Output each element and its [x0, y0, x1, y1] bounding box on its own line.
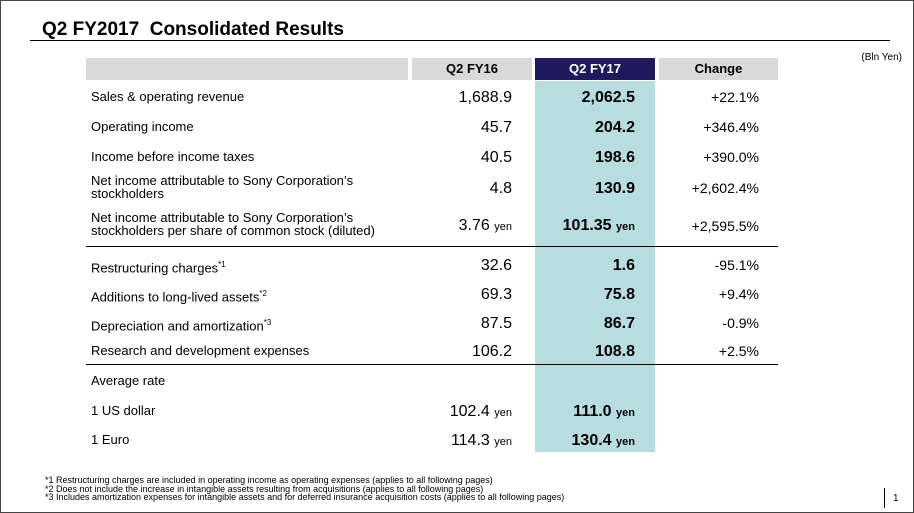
row-label: Income before income taxes — [91, 149, 255, 164]
value-change: +2,595.5% — [691, 218, 759, 234]
value-number: 114.3 — [450, 432, 490, 449]
row-label: Restructuring charges*1 — [91, 258, 226, 274]
value-number: 130.4 — [571, 432, 612, 449]
unit-yen: yen — [494, 221, 512, 233]
value-fy16: 114.3 yen — [451, 432, 512, 450]
row-label: 1 US dollar — [91, 403, 156, 418]
row-label: Depreciation and amortization*3 — [91, 316, 271, 332]
value-number: 111.0 — [573, 403, 612, 420]
row-label: Operating income — [91, 119, 194, 134]
value-fy17: 130.4 yen — [572, 432, 635, 450]
value-fy17: 130.9 — [594, 180, 635, 197]
value-fy17: 204.2 — [594, 119, 635, 136]
value-fy17: 111.0 yen — [573, 403, 635, 421]
unit-yen: yen — [616, 436, 635, 448]
value-change: +2,602.4% — [691, 180, 759, 196]
value-fy16: 4.8 — [489, 180, 512, 197]
footnotes: *1 Restructuring charges are included in… — [45, 476, 564, 502]
value-change: +9.4% — [718, 286, 759, 302]
row-label-line2: stockholders per share of common stock (… — [91, 223, 375, 238]
value-number: 101.35 — [562, 217, 612, 234]
value-fy16: 106.2 — [471, 343, 512, 360]
row-label-line1: Net income attributable to Sony Corporat… — [91, 210, 354, 225]
footnote-mark: *2 — [259, 289, 267, 298]
page-number-divider — [884, 488, 885, 508]
value-change: -0.9% — [722, 315, 759, 331]
value-fy17: 75.8 — [603, 286, 635, 303]
value-change: +2.5% — [718, 343, 759, 359]
footnote-mark: *3 — [263, 318, 272, 327]
value-fy17: 2,062.5 — [581, 89, 635, 106]
footnote-mark: *1 — [218, 260, 226, 269]
value-fy16: 102.4 yen — [450, 403, 512, 421]
value-change: +390.0% — [703, 149, 759, 165]
footnote: *2 Does not include the increase in inta… — [45, 483, 484, 494]
value-fy16: 3.76 yen — [459, 217, 512, 235]
fy17-column-highlight — [535, 81, 655, 452]
section-separator — [86, 364, 778, 365]
value-fy17: 101.35 yen — [563, 217, 635, 235]
value-change: +22.1% — [711, 89, 759, 105]
page-number: 1 — [893, 493, 899, 504]
unit-yen: yen — [616, 221, 635, 233]
row-label: Additions to long-lived assets*2 — [91, 287, 267, 303]
value-fy16: 45.7 — [480, 119, 512, 136]
label-text: Depreciation and amortization — [91, 318, 264, 334]
unit-label: (Bln Yen) — [861, 52, 902, 63]
footnote: *3 Includes amortization expenses for in… — [45, 492, 565, 502]
value-fy16: 87.5 — [480, 315, 512, 332]
value-change: +346.4% — [703, 119, 759, 135]
value-number: 102.4 — [449, 403, 490, 420]
value-fy16: 32.6 — [480, 257, 512, 274]
row-label: Average rate — [91, 373, 166, 388]
row-label-line2: stockholders — [91, 186, 164, 201]
unit-yen: yen — [494, 407, 512, 419]
value-fy16: 40.5 — [480, 149, 512, 166]
value-number: 3.76 — [458, 217, 490, 234]
title-rule — [30, 40, 890, 41]
header-change: Change — [659, 58, 778, 80]
value-fy16: 1,688.9 — [458, 89, 512, 106]
section-separator — [86, 246, 778, 247]
header-label-cell — [86, 58, 408, 80]
value-fy17: 86.7 — [603, 315, 635, 332]
footnote: *1 Restructuring charges are included in… — [45, 475, 493, 485]
row-label-line1: Net income attributable to Sony Corporat… — [91, 173, 354, 188]
label-text: Restructuring charges — [91, 260, 219, 276]
header-q2-fy16: Q2 FY16 — [412, 58, 532, 80]
row-label: Research and development expenses — [91, 343, 310, 358]
value-fy16: 69.3 — [480, 286, 512, 303]
slide-title: Q2 FY2017 Consolidated Results — [42, 19, 344, 40]
value-fy17: 108.8 — [594, 343, 635, 360]
value-change: -95.1% — [714, 257, 759, 273]
row-label: Sales & operating revenue — [91, 89, 245, 104]
unit-yen: yen — [494, 436, 512, 448]
header-q2-fy17: Q2 FY17 — [535, 58, 655, 80]
row-label: 1 Euro — [91, 432, 130, 447]
unit-yen: yen — [616, 407, 635, 419]
value-fy17: 1.6 — [612, 257, 635, 274]
value-fy17: 198.6 — [594, 149, 635, 166]
label-text: Additions to long-lived assets — [91, 289, 260, 305]
